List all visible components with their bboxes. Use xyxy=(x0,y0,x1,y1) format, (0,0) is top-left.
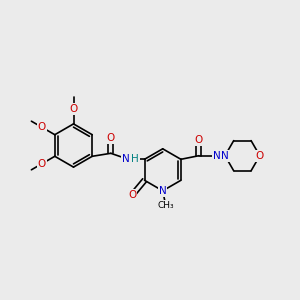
Text: O: O xyxy=(38,159,46,169)
Text: N: N xyxy=(159,186,167,196)
Text: N: N xyxy=(221,151,229,161)
Text: O: O xyxy=(38,122,46,132)
Text: O: O xyxy=(256,151,264,161)
Text: H: H xyxy=(131,154,139,164)
Text: O: O xyxy=(128,190,136,200)
Text: O: O xyxy=(195,135,203,145)
Text: O: O xyxy=(69,104,78,114)
Text: N: N xyxy=(213,151,221,161)
Text: O: O xyxy=(107,133,115,143)
Text: CH₃: CH₃ xyxy=(158,201,174,210)
Text: N: N xyxy=(122,154,130,164)
